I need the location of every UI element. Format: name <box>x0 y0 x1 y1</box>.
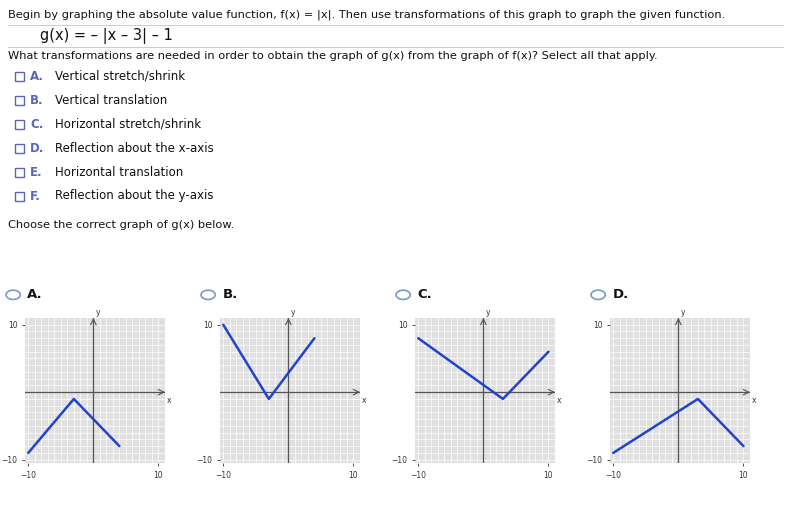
Text: What transformations are needed in order to obtain the graph of g(x) from the gr: What transformations are needed in order… <box>8 51 657 61</box>
Bar <box>15 96 24 105</box>
Text: x: x <box>751 396 756 405</box>
Text: Begin by graphing the absolute value function, f(x) = |x|. Then use transformati: Begin by graphing the absolute value fun… <box>8 10 725 21</box>
Text: y: y <box>486 307 490 317</box>
Text: B.: B. <box>30 94 44 107</box>
Text: Horizontal stretch/shrink: Horizontal stretch/shrink <box>55 117 201 130</box>
Text: Reflection about the x-axis: Reflection about the x-axis <box>55 142 214 154</box>
Text: Horizontal translation: Horizontal translation <box>55 165 184 179</box>
Text: Choose the correct graph of g(x) below.: Choose the correct graph of g(x) below. <box>8 220 234 230</box>
Text: C.: C. <box>30 117 44 130</box>
Text: E.: E. <box>30 165 43 179</box>
Text: Reflection about the y-axis: Reflection about the y-axis <box>55 190 214 202</box>
Bar <box>15 168 24 177</box>
Bar <box>15 192 24 201</box>
Text: D.: D. <box>30 142 44 154</box>
Bar <box>15 120 24 129</box>
Text: x: x <box>166 396 171 405</box>
Text: A.: A. <box>30 70 44 82</box>
Text: x: x <box>556 396 561 405</box>
Bar <box>15 144 24 153</box>
Text: Vertical stretch/shrink: Vertical stretch/shrink <box>55 70 185 82</box>
Text: F.: F. <box>30 190 41 202</box>
Text: Vertical translation: Vertical translation <box>55 94 167 107</box>
Text: B.: B. <box>222 288 237 301</box>
Text: y: y <box>96 307 100 317</box>
Text: y: y <box>681 307 686 317</box>
Text: D.: D. <box>612 288 629 301</box>
Text: x: x <box>361 396 365 405</box>
Text: C.: C. <box>418 288 432 301</box>
Text: g(x) = – |x – 3| – 1: g(x) = – |x – 3| – 1 <box>40 28 173 44</box>
Bar <box>15 72 24 81</box>
Text: A.: A. <box>28 288 43 301</box>
Text: y: y <box>291 307 296 317</box>
